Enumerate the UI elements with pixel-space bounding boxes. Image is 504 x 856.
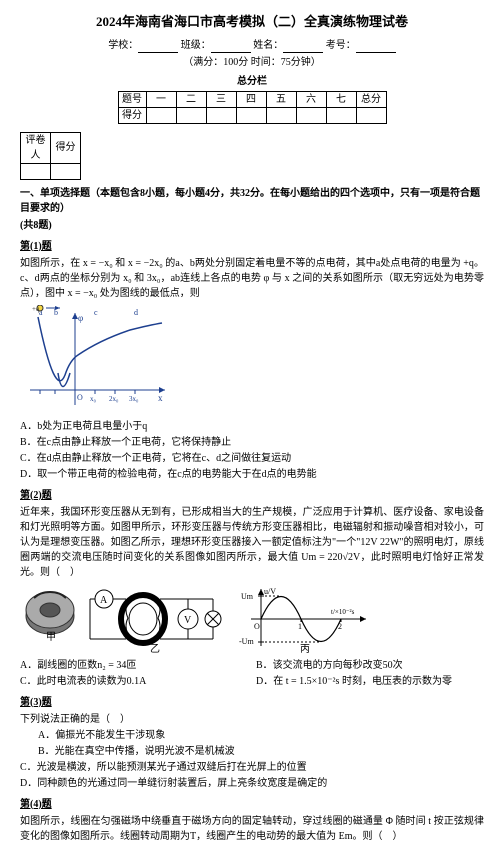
svg-text:+q: +q (32, 305, 40, 313)
score-bar-label: 总分栏 (20, 74, 484, 89)
score-col: 三 (206, 91, 236, 107)
q2-figure: 甲 A V 乙 (20, 584, 484, 654)
school-blank (138, 41, 178, 53)
section1-sub: (共8题) (20, 218, 484, 233)
svg-text:1: 1 (298, 622, 302, 631)
score-cell (236, 107, 266, 123)
q1-graph: φ x O a b c d x₀ 2x₀ 3x₀ +q (20, 305, 170, 415)
q3-choices-2: C．光波是横波，所以能预测某光子通过双缝后打在光屏上的位置 D．同种颜色的光通过… (20, 760, 484, 791)
class-label: 班级： (181, 40, 211, 51)
score-cell (266, 107, 296, 123)
q2-bing: u/V Um -Um 1 2 O t/×10⁻²s 丙 (236, 584, 376, 654)
q4-num: 第(4)题 (20, 797, 484, 812)
grader-col1: 评卷人 (21, 132, 51, 163)
q3-choice-b: B．光能在真空中传播，说明光波不是机械波 (38, 744, 484, 759)
score-cell (206, 107, 236, 123)
q1-choices: A．b处为正电荷且电量小于q B．在c点由静止释放一个正电荷，它将保持静止 C．… (20, 419, 484, 482)
svg-text:c: c (94, 308, 98, 317)
q1-axis-y: φ (78, 313, 83, 323)
q3-num: 第(3)题 (20, 695, 484, 710)
q1-choice-b: B．在c点由静止释放一个正电荷，它将保持静止 (20, 435, 484, 450)
score-col: 七 (326, 91, 356, 107)
svg-text:V: V (184, 615, 192, 626)
section1-heading: 一、单项选择题（本题包含8小题，每小题4分，共32分。在每小题给出的四个选项中，… (20, 186, 484, 216)
svg-text:A: A (100, 595, 108, 606)
score-col: 五 (266, 91, 296, 107)
name-label: 姓名： (253, 40, 283, 51)
q1-choice-a: A．b处为正电荷且电量小于q (20, 419, 484, 434)
svg-text:O: O (254, 622, 260, 631)
name-blank (283, 41, 323, 53)
score-col: 六 (296, 91, 326, 107)
examno-label: 考号： (326, 40, 356, 51)
svg-text:d: d (134, 308, 138, 317)
svg-text:丙: 丙 (300, 644, 310, 654)
q2-choices: A．副线圈的匝数n₂ = 34匝 B．该交流电的方向每秒改变50次 C．此时电流… (20, 658, 484, 689)
class-blank (211, 41, 251, 53)
score-cell (326, 107, 356, 123)
q2-choice-d: D．在 t = 1.5×10⁻²s 时刻，电压表的示数为零 (256, 674, 484, 689)
svg-text:2x₀: 2x₀ (109, 395, 119, 403)
q4-text: 如图所示，线圈在匀强磁场中绕垂直于磁场方向的固定轴转动，穿过线圈的磁通量 Φ 随… (20, 814, 484, 844)
svg-text:x₀: x₀ (90, 395, 97, 403)
svg-text:乙: 乙 (150, 643, 160, 654)
svg-text:2: 2 (338, 622, 342, 631)
score-col: 四 (236, 91, 266, 107)
q3-choice-c: C．光波是横波，所以能预测某光子通过双缝后打在光屏上的位置 (20, 760, 484, 775)
score-row2-label: 得分 (118, 107, 146, 123)
meta-row-1: 学校： 班级： 姓名： 考号： (20, 38, 484, 53)
q3-choices: A．偏振光不能发生干涉现象 B．光能在真空中传播，说明光波不是机械波 (38, 728, 484, 759)
svg-text:-Um: -Um (239, 637, 254, 646)
examno-blank (356, 41, 396, 53)
grader-table: 评卷人 得分 (20, 132, 81, 180)
score-cell (356, 107, 386, 123)
q1-axis-x: x (158, 393, 163, 403)
q2-choice-c: C．此时电流表的读数为0.1A (20, 674, 248, 689)
timing-row: （满分：100分 时间：75分钟） (20, 55, 484, 70)
q3-choice-d: D．同种颜色的光通过同一单缝衍射装置后，屏上亮条纹宽度是确定的 (20, 776, 484, 791)
q1-num: 第(1)题 (20, 239, 484, 254)
grader-blank (21, 163, 51, 179)
q2-text: 近年来，我国环形变压器从无到有，已形成相当大的生产规模，广泛应用于计算机、医疗设… (20, 505, 484, 580)
svg-text:3x₀: 3x₀ (129, 395, 139, 403)
q1-choice-d: D．取一个带正电荷的检验电荷，在c点的电势能大于在d点的电势能 (20, 467, 484, 482)
score-col: 一 (146, 91, 176, 107)
page-title: 2024年海南省海口市高考模拟（二）全真演练物理试卷 (20, 12, 484, 32)
q2-choice-b: B．该交流电的方向每秒改变50次 (256, 658, 484, 673)
school-label: 学校： (108, 40, 138, 51)
score-cell (176, 107, 206, 123)
svg-text:t/×10⁻²s: t/×10⁻²s (331, 608, 355, 616)
q1-choice-c: C．在d点由静止释放一个正电荷，它将在c、d之间做往复运动 (20, 451, 484, 466)
q1-figure: φ x O a b c d x₀ 2x₀ 3x₀ +q (20, 305, 484, 415)
score-col: 二 (176, 91, 206, 107)
svg-text:u/V: u/V (264, 587, 276, 596)
q1-text: 如图所示，在 x = −x₀ 和 x = −2x₀ 的a、b两处分别固定着电量不… (20, 256, 484, 301)
svg-text:甲: 甲 (46, 632, 56, 643)
q3-choice-a: A．偏振光不能发生干涉现象 (38, 728, 484, 743)
score-row1-label: 题号 (118, 91, 146, 107)
score-cell (296, 107, 326, 123)
score-cell (146, 107, 176, 123)
q2-num: 第(2)题 (20, 488, 484, 503)
q2-yi: A V 乙 (88, 584, 228, 654)
grader-blank (51, 163, 81, 179)
score-table: 题号 一 二 三 四 五 六 七 总分 得分 (118, 91, 387, 124)
q2-jia: 甲 (20, 584, 80, 644)
q1-O: O (77, 393, 83, 402)
score-col: 总分 (356, 91, 386, 107)
svg-text:Um: Um (241, 592, 254, 601)
grader-col2: 得分 (51, 132, 81, 163)
q2-choice-a: A．副线圈的匝数n₂ = 34匝 (20, 658, 248, 673)
q3-text: 下列说法正确的是（ ） (20, 712, 484, 727)
